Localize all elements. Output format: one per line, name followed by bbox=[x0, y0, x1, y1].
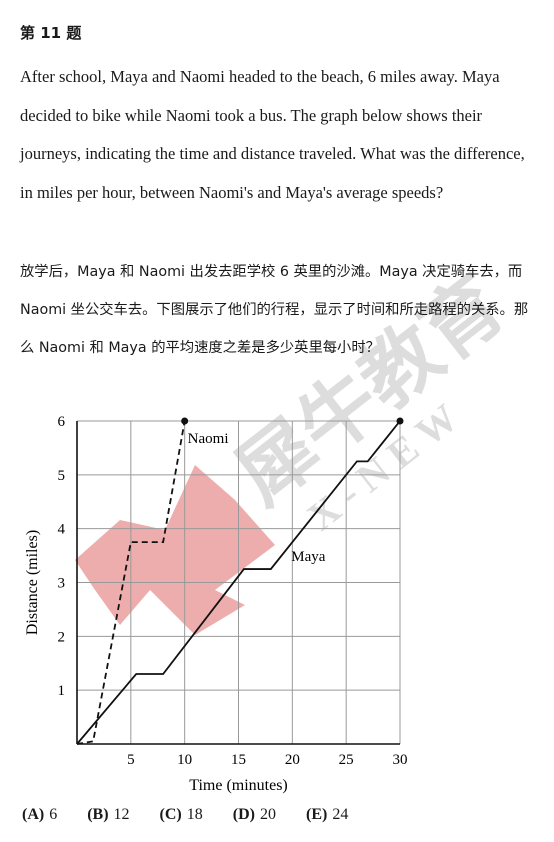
y-tick-label: 2 bbox=[58, 629, 66, 645]
question-text-chinese: 放学后，Maya 和 Naomi 出发去距学校 6 英里的沙滩。Maya 决定骑… bbox=[20, 264, 529, 356]
choice-e[interactable]: (E) 24 bbox=[305, 806, 349, 823]
choice-b[interactable]: (B) 12 bbox=[87, 806, 130, 823]
choice-c[interactable]: (C) 18 bbox=[159, 806, 203, 823]
distance-time-chart: 5 10 15 20 25 30 1 2 3 4 5 6 Time (minutes) Distance … bbox=[24, 414, 408, 794]
choice-a[interactable]: (A) 6 bbox=[22, 806, 58, 823]
series-label-naomi: Naomi bbox=[188, 431, 229, 447]
series-label-maya: Maya bbox=[291, 549, 325, 565]
y-tick-label: 1 bbox=[58, 683, 66, 699]
series-line-maya bbox=[76, 420, 401, 745]
y-tick-label: 4 bbox=[58, 522, 66, 538]
y-tick-label: 6 bbox=[58, 414, 66, 430]
series-endpoint-maya bbox=[396, 417, 404, 425]
x-tick-label: 5 bbox=[127, 752, 135, 768]
choice-d[interactable]: (D) 20 bbox=[232, 806, 276, 823]
x-tick-label: 10 bbox=[177, 752, 192, 768]
y-axis-label: Distance (miles) bbox=[24, 530, 41, 635]
series-endpoint-naomi bbox=[181, 417, 189, 425]
series-line-naomi bbox=[76, 420, 186, 745]
x-tick-label: 25 bbox=[339, 752, 354, 768]
x-tick-label: 30 bbox=[393, 752, 408, 768]
x-tick-label: 20 bbox=[285, 752, 300, 768]
y-tick-label: 3 bbox=[58, 576, 66, 592]
question-text-english: After school, Maya and Naomi headed to t… bbox=[20, 67, 525, 202]
x-axis-label: Time (minutes) bbox=[189, 777, 288, 794]
x-tick-label: 15 bbox=[231, 752, 246, 768]
question-number: 第 11 题 bbox=[20, 24, 82, 42]
y-tick-label: 5 bbox=[58, 468, 66, 484]
answer-choices: (A) 6 (B) 12 (C) 18 (D) 20 (E) 24 bbox=[22, 806, 542, 824]
